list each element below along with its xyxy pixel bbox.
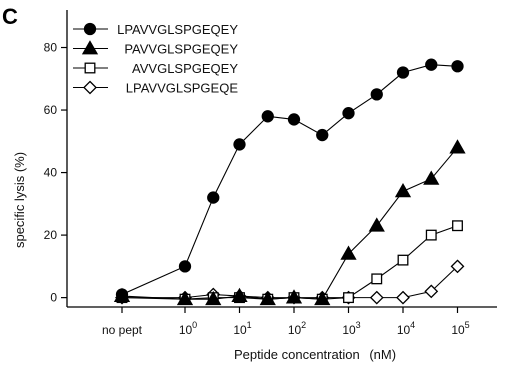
panel-label: C [2,4,18,29]
x-axis-label-unit: (nM) [369,347,396,362]
data-point [424,284,439,299]
data-point [115,288,129,301]
data-point [369,290,384,305]
x-tick-label: 102 [288,320,306,337]
data-point [425,58,438,71]
data-point [396,66,410,79]
x-tick-base: 10 [342,323,356,337]
legend-label: LPAVVGLSPGEQE [126,81,239,96]
x-tick-exponent: 5 [465,320,470,330]
legend-marker [83,22,97,36]
x-tick-label: 103 [342,320,360,337]
data-point [396,290,410,305]
x-tick-base: 10 [397,323,411,337]
data-point [285,289,303,304]
y-ticks: 0 20 40 60 80 [44,41,67,305]
data-point [368,217,385,232]
y-tick-label: 0 [50,291,57,305]
data-point [394,183,412,198]
data-point [314,290,331,306]
data-point [342,107,355,120]
data-point [207,191,220,204]
x-tick-exponent: 3 [356,320,361,330]
y-tick-label: 40 [44,166,58,180]
data-point [178,260,192,273]
data-point [231,287,248,302]
x-tick-base: 10 [288,323,302,337]
x-axis-label-text: Peptide concentration [234,347,360,362]
y-tick-label: 80 [44,41,58,55]
x-tick-base: 10 [179,323,193,337]
data-point [449,139,466,154]
data-point [205,290,222,306]
series-line-2 [121,147,458,300]
data-point [176,290,194,306]
x-axis-label: Peptide concentration (nM) [234,347,396,362]
y-tick-label: 20 [44,228,58,242]
x-tick-label: no pept [102,323,143,337]
legend-marker [84,62,96,74]
axes [66,10,497,308]
x-tick-base: 10 [233,323,247,337]
x-tick-label: 104 [397,320,415,337]
legend-label: LPAVVGLSPGEQEY [117,22,238,37]
data-point [316,128,329,142]
y-tick-label: 60 [44,103,58,117]
data-point [233,138,246,151]
x-tick-exponent: 0 [192,320,197,330]
x-tick-exponent: 2 [301,320,306,330]
data-point [370,88,383,101]
data-point [261,110,274,123]
data-point [452,220,463,232]
data-point [450,259,465,274]
series-markers [113,58,466,306]
data-point [397,254,409,266]
data-point [340,245,357,260]
legend-label: AVVGLSPGEQEY [132,61,238,76]
x-tick-exponent: 4 [410,320,415,330]
legend-marker [81,40,99,55]
data-point [423,170,440,185]
legend-label: PAVVGLSPGEQEY [124,42,238,57]
x-tick-label: 105 [451,320,469,337]
x-tick-base: 10 [451,323,465,337]
x-tick-exponent: 1 [247,320,252,330]
data-point [451,60,464,73]
x-ticks: no pept 100 101 102 103 104 105 [102,307,470,337]
y-axis-label: specific lysis (%) [12,152,27,248]
x-tick-label: 100 [179,320,197,337]
data-point [259,290,276,306]
data-point [425,229,437,241]
legend: LPAVVGLSPGEQEY PAVVGLSPGEQEY AVVGLSPGEQEY L… [73,22,238,96]
data-point [343,292,354,304]
x-tick-label: 101 [233,320,251,337]
data-point [287,113,301,126]
data-point [371,273,383,285]
legend-marker [83,80,97,95]
